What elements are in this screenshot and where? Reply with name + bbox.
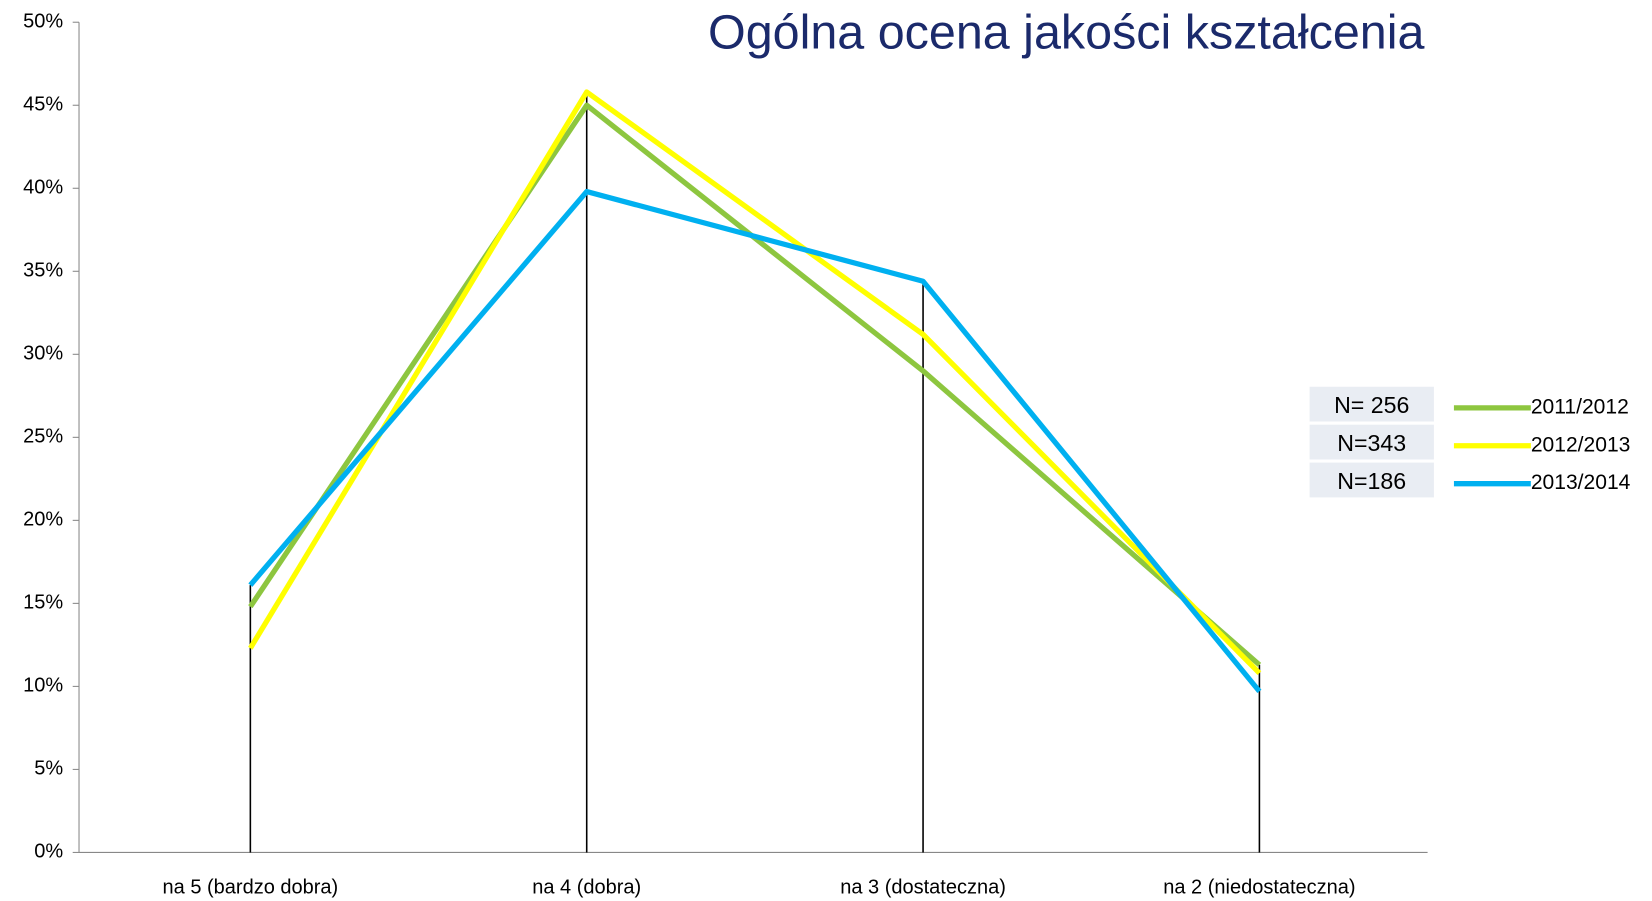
- x-tick-label: na 3 (dostateczna): [840, 877, 1006, 899]
- y-tick-label: 5%: [34, 758, 63, 780]
- x-tick-label: na 2 (niedostateczna): [1163, 877, 1355, 899]
- annotation: N=343: [1337, 430, 1406, 456]
- y-tick-label: 50%: [23, 11, 63, 33]
- y-tick-label: 0%: [34, 841, 63, 863]
- chart-title: Ogólna ocena jakości kształcenia: [708, 6, 1424, 60]
- series-line: [248, 89, 1262, 675]
- x-tick-label: na 5 (bardzo dobra): [163, 877, 339, 899]
- y-tick-label: 20%: [23, 509, 63, 531]
- legend-label: 2011/2012: [1531, 395, 1629, 418]
- y-tick-label: 35%: [23, 260, 63, 282]
- x-tick-label: na 4 (dobra): [532, 877, 641, 899]
- annotation: N=186: [1337, 468, 1406, 494]
- legend-label: 2012/2013: [1531, 433, 1631, 456]
- y-tick-label: 25%: [23, 426, 63, 448]
- legend-label: 2013/2014: [1531, 471, 1631, 494]
- y-tick-label: 40%: [23, 177, 63, 199]
- annotation-box: [1309, 386, 1434, 422]
- series-line: [248, 102, 1262, 667]
- annotation-box: [1309, 462, 1434, 498]
- y-tick-label: 15%: [23, 592, 63, 614]
- annotation: N= 256: [1334, 392, 1409, 418]
- series-line: [248, 188, 1262, 694]
- y-tick-label: 30%: [23, 343, 63, 365]
- y-tick-label: 10%: [23, 675, 63, 697]
- y-tick-label: 45%: [23, 94, 63, 116]
- annotation-box: [1309, 424, 1434, 460]
